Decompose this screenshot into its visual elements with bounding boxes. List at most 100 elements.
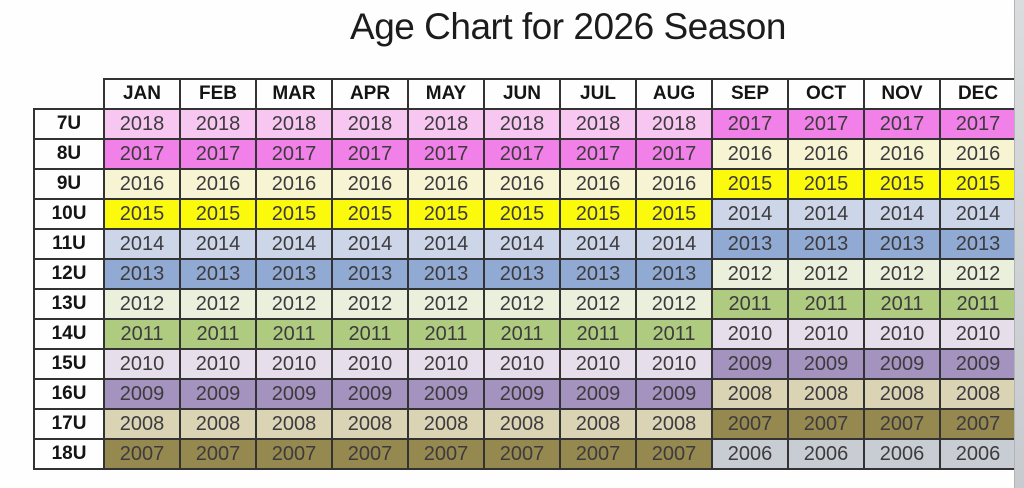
year-cell-7u-mar: 2018 bbox=[255, 108, 333, 140]
year-cell-7u-jul: 2018 bbox=[559, 108, 637, 140]
col-header-dec: DEC bbox=[939, 78, 1017, 110]
year-cell-18u-sep: 2006 bbox=[711, 438, 789, 470]
year-cell-12u-apr: 2013 bbox=[331, 258, 409, 290]
year-cell-11u-may: 2014 bbox=[407, 228, 485, 260]
year-cell-15u-aug: 2010 bbox=[635, 348, 713, 380]
year-cell-7u-feb: 2018 bbox=[179, 108, 257, 140]
year-cell-9u-may: 2016 bbox=[407, 168, 485, 200]
year-cell-16u-mar: 2009 bbox=[255, 378, 333, 410]
page-title: Age Chart for 2026 Season bbox=[350, 6, 786, 47]
age-row-16u: 16U 2009 2009 2009 2009 2009 2009 2009 2009 2008 2… bbox=[33, 378, 1017, 410]
year-cell-12u-oct: 2012 bbox=[787, 258, 865, 290]
year-cell-18u-aug: 2007 bbox=[635, 438, 713, 470]
year-cell-13u-jan: 2012 bbox=[103, 288, 181, 320]
year-cell-15u-jul: 2010 bbox=[559, 348, 637, 380]
year-cell-15u-apr: 2010 bbox=[331, 348, 409, 380]
year-cell-8u-jul: 2017 bbox=[559, 138, 637, 170]
year-cell-12u-jul: 2013 bbox=[559, 258, 637, 290]
year-cell-17u-jan: 2008 bbox=[103, 408, 181, 440]
row-header-13u: 13U bbox=[33, 288, 105, 320]
year-cell-17u-apr: 2008 bbox=[331, 408, 409, 440]
year-cell-12u-aug: 2013 bbox=[635, 258, 713, 290]
year-cell-9u-sep: 2015 bbox=[711, 168, 789, 200]
year-cell-7u-aug: 2018 bbox=[635, 108, 713, 140]
row-header-12u: 12U bbox=[33, 258, 105, 290]
year-cell-13u-nov: 2011 bbox=[863, 288, 941, 320]
year-cell-12u-jun: 2013 bbox=[483, 258, 561, 290]
year-cell-10u-apr: 2015 bbox=[331, 198, 409, 230]
year-cell-15u-oct: 2009 bbox=[787, 348, 865, 380]
age-row-8u: 8U 2017 2017 2017 2017 2017 2017 2017 2017 2016 20… bbox=[33, 138, 1017, 170]
year-cell-17u-nov: 2007 bbox=[863, 408, 941, 440]
col-header-nov: NOV bbox=[863, 78, 941, 110]
year-cell-9u-apr: 2016 bbox=[331, 168, 409, 200]
year-cell-13u-aug: 2012 bbox=[635, 288, 713, 320]
year-cell-16u-dec: 2008 bbox=[939, 378, 1017, 410]
year-cell-17u-dec: 2007 bbox=[939, 408, 1017, 440]
year-cell-9u-oct: 2015 bbox=[787, 168, 865, 200]
age-row-10u: 10U 2015 2015 2015 2015 2015 2015 2015 2015 2014 2… bbox=[33, 198, 1017, 230]
year-cell-10u-may: 2015 bbox=[407, 198, 485, 230]
year-cell-14u-sep: 2010 bbox=[711, 318, 789, 350]
year-cell-16u-jan: 2009 bbox=[103, 378, 181, 410]
row-header-8u: 8U bbox=[33, 138, 105, 170]
year-cell-11u-feb: 2014 bbox=[179, 228, 257, 260]
year-cell-9u-nov: 2015 bbox=[863, 168, 941, 200]
year-cell-9u-dec: 2015 bbox=[939, 168, 1017, 200]
row-header-10u: 10U bbox=[33, 198, 105, 230]
row-header-9u: 9U bbox=[33, 168, 105, 200]
year-cell-15u-dec: 2009 bbox=[939, 348, 1017, 380]
year-cell-14u-jan: 2011 bbox=[103, 318, 181, 350]
year-cell-7u-may: 2018 bbox=[407, 108, 485, 140]
year-cell-16u-jul: 2009 bbox=[559, 378, 637, 410]
year-cell-10u-mar: 2015 bbox=[255, 198, 333, 230]
year-cell-15u-jan: 2010 bbox=[103, 348, 181, 380]
year-cell-15u-feb: 2010 bbox=[179, 348, 257, 380]
year-cell-9u-aug: 2016 bbox=[635, 168, 713, 200]
year-cell-12u-feb: 2013 bbox=[179, 258, 257, 290]
year-cell-7u-nov: 2017 bbox=[863, 108, 941, 140]
year-cell-11u-jun: 2014 bbox=[483, 228, 561, 260]
year-cell-16u-sep: 2008 bbox=[711, 378, 789, 410]
year-cell-11u-dec: 2013 bbox=[939, 228, 1017, 260]
year-cell-7u-jun: 2018 bbox=[483, 108, 561, 140]
year-cell-8u-jan: 2017 bbox=[103, 138, 181, 170]
year-cell-16u-jun: 2009 bbox=[483, 378, 561, 410]
year-cell-16u-oct: 2008 bbox=[787, 378, 865, 410]
col-header-jun: JUN bbox=[483, 78, 561, 110]
year-cell-7u-jan: 2018 bbox=[103, 108, 181, 140]
year-cell-18u-feb: 2007 bbox=[179, 438, 257, 470]
row-header-18u: 18U bbox=[33, 438, 105, 470]
year-cell-9u-jan: 2016 bbox=[103, 168, 181, 200]
year-cell-12u-dec: 2012 bbox=[939, 258, 1017, 290]
year-cell-12u-nov: 2012 bbox=[863, 258, 941, 290]
col-header-jul: JUL bbox=[559, 78, 637, 110]
year-cell-17u-jun: 2008 bbox=[483, 408, 561, 440]
year-cell-18u-dec: 2006 bbox=[939, 438, 1017, 470]
year-cell-11u-nov: 2013 bbox=[863, 228, 941, 260]
row-header-17u: 17U bbox=[33, 408, 105, 440]
year-cell-7u-dec: 2017 bbox=[939, 108, 1017, 140]
year-cell-11u-oct: 2013 bbox=[787, 228, 865, 260]
year-cell-14u-may: 2011 bbox=[407, 318, 485, 350]
month-header-row: JAN FEB MAR APR MAY JUN JUL AUG SEP OCT NOV DEC bbox=[34, 78, 1017, 110]
year-cell-16u-nov: 2008 bbox=[863, 378, 941, 410]
year-cell-13u-dec: 2011 bbox=[939, 288, 1017, 320]
age-row-18u: 18U 2007 2007 2007 2007 2007 2007 2007 2007 2006 2… bbox=[33, 438, 1017, 470]
year-cell-17u-sep: 2007 bbox=[711, 408, 789, 440]
year-cell-7u-oct: 2017 bbox=[787, 108, 865, 140]
year-cell-11u-sep: 2013 bbox=[711, 228, 789, 260]
year-cell-17u-may: 2008 bbox=[407, 408, 485, 440]
row-header-14u: 14U bbox=[33, 318, 105, 350]
year-cell-11u-jan: 2014 bbox=[103, 228, 181, 260]
year-cell-11u-jul: 2014 bbox=[559, 228, 637, 260]
col-header-aug: AUG bbox=[635, 78, 713, 110]
year-cell-17u-oct: 2007 bbox=[787, 408, 865, 440]
year-cell-13u-oct: 2011 bbox=[787, 288, 865, 320]
year-cell-8u-oct: 2016 bbox=[787, 138, 865, 170]
col-header-mar: MAR bbox=[255, 78, 333, 110]
year-cell-14u-dec: 2010 bbox=[939, 318, 1017, 350]
year-cell-8u-nov: 2016 bbox=[863, 138, 941, 170]
year-cell-14u-feb: 2011 bbox=[179, 318, 257, 350]
header-row: JAN FEB MAR APR MAY JUN JUL AUG SEP OCT NOV DEC bbox=[34, 78, 1017, 110]
